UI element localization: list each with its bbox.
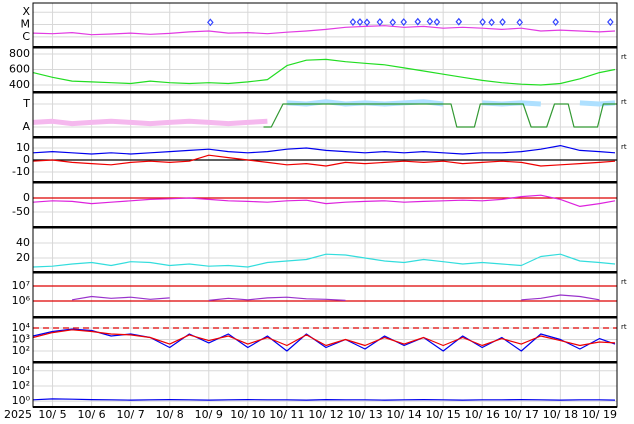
y-tick-label: 10⁴ [12,364,31,377]
flare-marker [389,18,397,27]
flare-marker [488,18,495,27]
y-tick-label: M [21,18,31,31]
flare-marker [607,18,614,26]
panel-frame [33,183,617,227]
right-label: rt [621,98,627,106]
x-tick-label: 10/ 15 [426,408,461,421]
y-tick-label: C [22,30,30,43]
y-tick-label: 10² [12,344,30,357]
x-tick-label: 10/ 7 [117,408,145,421]
y-tick-label: 10 [16,141,30,154]
x-tick-label: 10/ 13 [347,408,382,421]
flare-marker [356,18,364,26]
year-label: 2025 [4,408,32,421]
panel-frame [33,228,617,272]
y-tick-label: 10² [12,379,30,392]
x-tick-label: 10/ 8 [156,408,184,421]
right-label: rt [621,53,627,61]
flare-marker [433,18,441,26]
flare-marker [552,18,559,26]
flare-marker [479,18,486,26]
series-line [263,103,617,128]
x-tick-label: 10/ 18 [543,408,578,421]
series-line [32,58,616,86]
flare-marker [376,18,384,26]
y-tick-label: 20 [16,251,30,264]
y-tick-label: X [22,5,30,18]
y-tick-label: 10³ [12,332,30,345]
y-tick-label: 0 [23,153,30,166]
panel-frame [33,273,617,317]
x-tick-label: 10/ 12 [308,408,343,421]
series-line [32,398,616,401]
y-tick-label: A [22,120,30,133]
x-tick-label: 10/ 9 [195,408,223,421]
series-line [71,294,600,301]
y-tick-label: -50 [12,205,30,218]
right-label: rt [621,278,627,286]
series-line [32,25,616,36]
flare-marker [207,18,214,27]
right-label: rt [621,323,627,331]
y-tick-label: 400 [9,78,30,91]
series-line [32,145,616,155]
flare-marker [499,18,506,26]
x-tick-label: 10/ 10 [230,408,265,421]
y-tick-label: -10 [12,165,30,178]
y-tick-label: 800 [9,47,30,60]
y-tick-label: 40 [16,236,30,249]
series-line [32,154,616,167]
y-tick-label: T [22,97,30,110]
flare-marker [349,18,357,26]
flare-marker [455,17,463,26]
x-tick-label: 10/ 19 [582,408,617,421]
panel-frame [33,318,617,362]
series-line [32,329,616,347]
series-line [32,194,616,207]
y-tick-label: 600 [9,62,30,75]
flare-marker [414,17,422,26]
flare-marker [363,18,371,27]
x-tick-label: 10/ 17 [504,408,539,421]
flare-marker [516,18,524,27]
x-tick-label: 10/ 16 [465,408,500,421]
y-tick-label: 10⁶ [12,294,31,307]
flare-marker [426,17,434,26]
y-tick-label: 10⁷ [12,279,30,292]
y-tick-label: 10⁰ [12,394,31,407]
flare-marker [400,18,407,26]
x-tick-label: 10/ 5 [38,408,66,421]
x-tick-label: 10/ 6 [77,408,105,421]
y-tick-label: 10⁴ [12,321,31,334]
y-tick-label: 0 [23,191,30,204]
series-line [32,328,616,352]
x-tick-label: 10/ 11 [269,408,304,421]
series-line [32,253,616,268]
x-tick-label: 10/ 14 [387,408,422,421]
right-label: rt [621,143,627,151]
